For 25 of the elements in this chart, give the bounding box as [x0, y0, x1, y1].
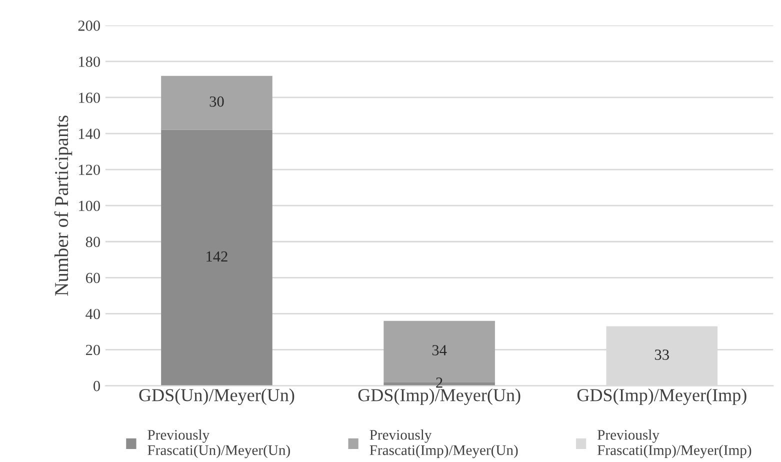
legend-label: Previously Frascati(Imp)/Meyer(Imp) [598, 430, 752, 458]
x-tick-label: GDS(Un)/Meyer(Un) [139, 388, 294, 405]
y-tick-label: 60 [86, 272, 100, 284]
data-label: 34 [432, 345, 447, 356]
legend-label: Previously Frascati(Imp)/Meyer(Un) [370, 430, 518, 458]
y-tick-label: 120 [79, 164, 100, 176]
bar [161, 76, 272, 130]
data-label: 30 [210, 96, 224, 107]
x-tick-label: GDS(Imp)/Meyer(Un) [358, 388, 520, 405]
y-tick-label: 80 [86, 236, 100, 248]
legend-label: Previously Frascati(Un)/Meyer(Un) [148, 430, 290, 458]
y-tick-label: 200 [78, 20, 100, 31]
y-tick-label: 40 [86, 308, 100, 320]
y-tick-label: 180 [79, 56, 100, 67]
bar [161, 130, 272, 386]
x-tick-label: GDS(Imp)/Meyer(Imp) [577, 388, 746, 405]
data-label: 142 [206, 251, 228, 262]
data-label: 2 [436, 378, 442, 388]
y-tick-label: 160 [79, 92, 100, 103]
data-label: 33 [654, 350, 669, 360]
y-axis-title: Number of Participants [54, 116, 72, 296]
y-tick-label: 100 [79, 200, 100, 212]
y-tick-label: 0 [94, 380, 100, 392]
y-tick-label: 140 [79, 128, 100, 139]
y-tick-label: 20 [86, 344, 100, 356]
